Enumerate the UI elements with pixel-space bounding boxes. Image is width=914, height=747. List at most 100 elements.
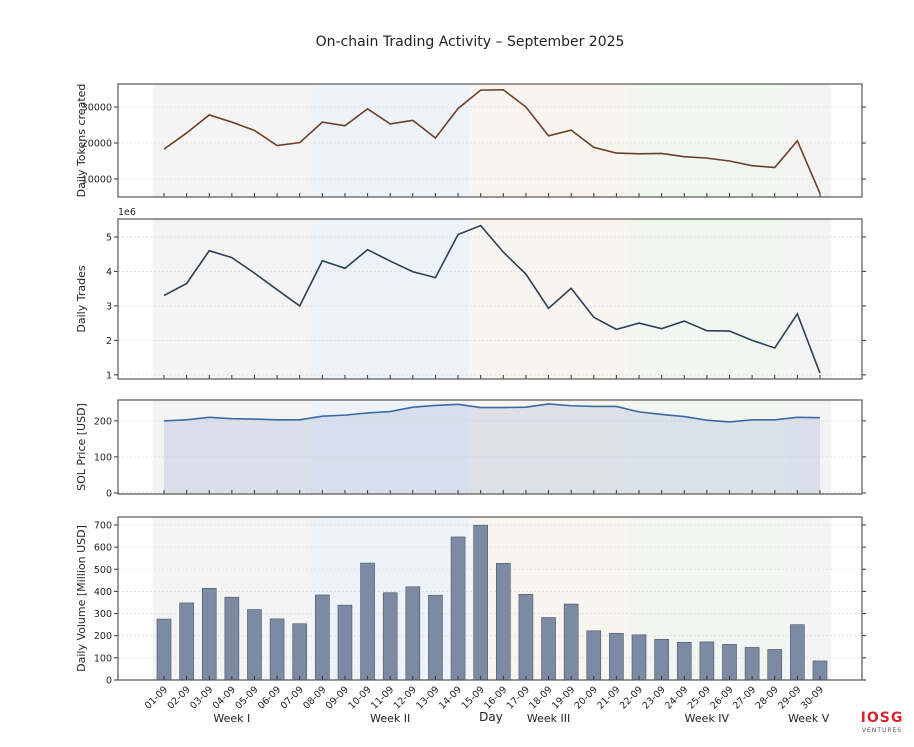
y-tick-label: 4 [106,267,112,278]
y-axis-label: Daily Trades [75,265,88,332]
bar-22-09 [632,635,646,680]
x-tick-label: 09-09 [324,684,351,711]
y-tick-label: 200 [94,416,112,427]
bar-13-09 [428,595,442,680]
y-scale-label: 1e6 [118,207,136,218]
x-tick-label: 11-09 [369,684,396,711]
bar-26-09 [723,644,737,680]
x-tick-label: 02-09 [165,684,192,711]
x-tick-label: 10-09 [346,684,373,711]
svg-text:VENTURES: VENTURES [862,727,902,734]
svg-text:IOSG: IOSG [861,710,904,726]
bar-25-09 [700,642,714,680]
week-band [628,219,786,379]
bar-29-09 [790,625,804,680]
y-tick-label: 1 [106,370,112,381]
week-label: Week III [527,712,570,725]
y-axis-label: Daily Tokens created [75,84,88,198]
week-label: Week V [788,712,830,725]
y-tick-label: 500 [94,565,112,576]
x-tick-label: 25-09 [686,684,713,711]
logo: IOSG VENTURES [861,710,904,734]
x-tick-label: 26-09 [708,684,735,711]
y-tick-label: 100 [94,653,112,664]
y-tick-label: 5 [106,232,112,243]
bar-23-09 [655,639,669,680]
x-axis-label: Day [479,710,503,724]
y-tick-label: 0 [106,488,112,499]
week-label: Week I [213,712,250,725]
week-band [311,219,469,379]
x-tick-label: 23-09 [640,684,667,711]
bar-11-09 [383,593,397,680]
x-tick-label: 27-09 [731,684,758,711]
week-band [469,84,627,197]
x-tick-label: 21-09 [595,684,622,711]
x-tick-label: 07-09 [279,684,306,711]
bar-20-09 [587,631,601,680]
y-tick-label: 400 [94,587,112,598]
y-axis-label: Daily Volume [Million USD] [75,525,88,672]
x-tick-label: 01-09 [143,684,170,711]
bar-27-09 [745,647,759,680]
x-tick-label: 13-09 [414,684,441,711]
y-tick-label: 2 [106,336,112,347]
y-tick-label: 200 [94,631,112,642]
x-tick-label: 17-09 [505,684,532,711]
y-tick-label: 300 [94,609,112,620]
x-tick-label: 03-09 [188,684,215,711]
y-tick-label: 3 [106,301,112,312]
x-tick-label: 15-09 [460,684,487,711]
x-tick-label: 04-09 [211,684,238,711]
x-tick-label: 08-09 [301,684,328,711]
week-band [786,84,831,197]
panel-2: 1 2 3 4 5 Daily Trades 1e6 [75,207,866,381]
x-tick-label: 14-09 [437,684,464,711]
bar-24-09 [677,642,691,680]
week-band [786,219,831,379]
week-band [469,219,627,379]
y-tick-label: 100 [94,452,112,463]
bar-05-09 [247,610,261,680]
bar-15-09 [474,525,488,680]
y-axis-label: SOL Price [USD] [75,403,88,491]
x-tick-label: 05-09 [233,684,260,711]
bar-12-09 [406,587,420,680]
week-label: Week II [370,712,410,725]
bar-06-09 [270,619,284,680]
x-tick-label: 30-09 [799,684,826,711]
x-tick-label: 16-09 [482,684,509,711]
bar-04-09 [225,597,239,680]
x-tick-label: 24-09 [663,684,690,711]
bar-28-09 [768,649,782,680]
x-tick-label: 19-09 [550,684,577,711]
panel-3: 0 100 200 SOL Price [USD] [75,400,866,499]
x-tick-label: 22-09 [618,684,645,711]
bar-08-09 [315,595,329,680]
chart-title: On-chain Trading Activity – September 20… [316,34,625,50]
y-tick-label: 0 [106,676,112,687]
week-band [153,219,311,379]
bar-02-09 [180,603,194,680]
bar-16-09 [496,563,510,680]
week-band [311,84,469,197]
bar-17-09 [519,594,533,680]
bar-21-09 [609,633,623,680]
week-label: Week IV [685,712,730,725]
y-tick-label: 700 [94,520,112,531]
x-tick-label: 06-09 [256,684,283,711]
bar-09-09 [338,605,352,680]
x-tick-label: 12-09 [392,684,419,711]
bar-19-09 [564,604,578,680]
bar-03-09 [202,588,216,680]
bar-10-09 [361,563,375,680]
x-tick-label: 28-09 [754,684,781,711]
bar-18-09 [542,618,556,680]
bar-07-09 [293,624,307,680]
week-band [628,84,786,197]
x-tick-label: 20-09 [573,684,600,711]
bar-14-09 [451,537,465,680]
bar-01-09 [157,619,171,680]
